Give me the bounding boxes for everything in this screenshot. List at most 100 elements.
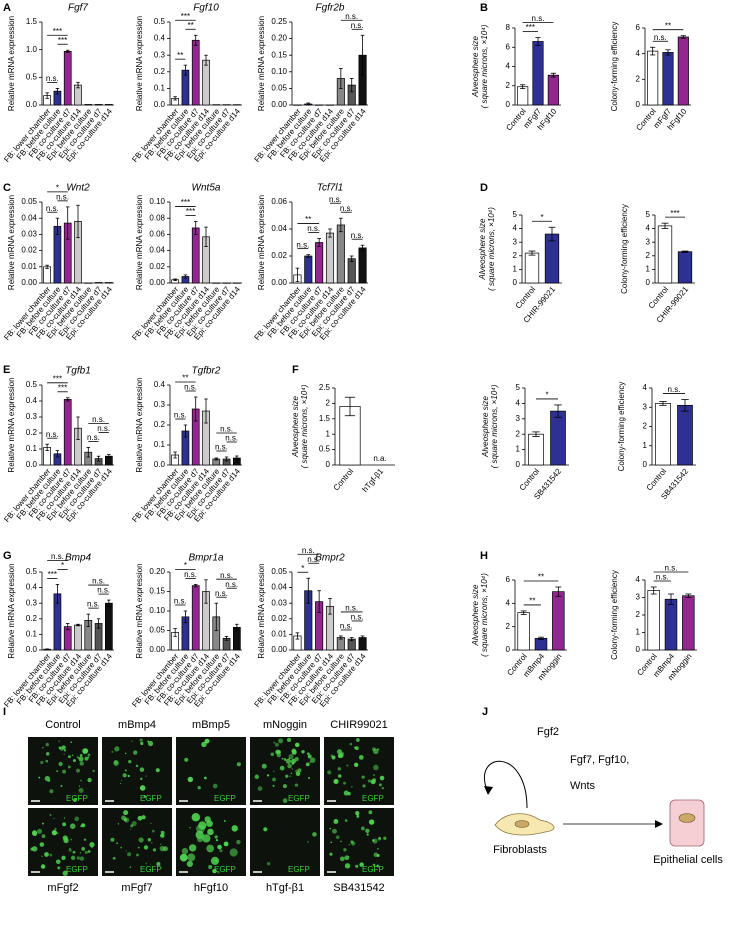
annotation: n.s. bbox=[174, 411, 187, 420]
y-tick-label: 2 bbox=[636, 74, 641, 83]
error-bar bbox=[173, 278, 177, 281]
y-tick-label: 0.1 bbox=[26, 630, 38, 639]
y-tick-label: 2 bbox=[643, 422, 648, 431]
error-bar bbox=[295, 632, 300, 640]
alveosphere bbox=[140, 741, 144, 746]
error-bar bbox=[65, 623, 70, 631]
alveosphere bbox=[121, 779, 123, 781]
alveosphere bbox=[276, 752, 282, 758]
alveosphere bbox=[155, 768, 160, 773]
alveosphere bbox=[30, 847, 34, 851]
y-tick-label: 0.04 bbox=[149, 246, 165, 255]
alveosphere bbox=[150, 822, 152, 824]
alveosphere bbox=[373, 764, 379, 771]
alveosphere bbox=[288, 757, 291, 760]
y-tick-label: 0.2 bbox=[154, 67, 166, 76]
alveosphere bbox=[49, 853, 53, 857]
alveosphere bbox=[329, 827, 332, 830]
error-bar bbox=[45, 92, 49, 99]
alveosphere bbox=[31, 846, 38, 852]
y-tick-label: 0 bbox=[636, 645, 641, 654]
error-bar bbox=[317, 238, 321, 247]
y-tick-label: 0.04 bbox=[271, 583, 287, 592]
alveosphere bbox=[62, 822, 67, 827]
alveosphere bbox=[289, 775, 291, 777]
alveosphere bbox=[358, 755, 364, 760]
error-bar bbox=[349, 78, 354, 93]
alveosphere bbox=[372, 863, 376, 867]
alveosphere bbox=[69, 823, 76, 829]
y-tick-label: 0.5 bbox=[26, 380, 38, 389]
error-bar bbox=[360, 34, 365, 76]
alveosphere bbox=[92, 769, 95, 773]
alveosphere bbox=[124, 769, 127, 772]
alveosphere bbox=[333, 819, 339, 824]
y-axis-label: Relative mRNA expression bbox=[135, 563, 144, 658]
error-bar bbox=[76, 204, 80, 239]
annotation: n.s. bbox=[307, 224, 320, 233]
alveosphere bbox=[58, 761, 63, 767]
alveosphere bbox=[138, 837, 144, 843]
alveosphere bbox=[161, 830, 165, 835]
y-tick-label: 3 bbox=[513, 237, 518, 246]
bar bbox=[662, 52, 674, 106]
y-axis-label: Relative mRNA expression bbox=[257, 195, 266, 290]
y-tick-label: 6 bbox=[506, 42, 511, 51]
alveosphere bbox=[45, 742, 49, 747]
panel-letter: F bbox=[292, 364, 299, 376]
alveosphere bbox=[379, 775, 385, 781]
alveosphere bbox=[139, 785, 146, 791]
y-tick-label: 2.5 bbox=[319, 383, 331, 392]
panel-letter: H bbox=[480, 550, 488, 562]
alveosphere bbox=[72, 850, 76, 854]
alveosphere bbox=[333, 778, 339, 785]
alveosphere bbox=[71, 754, 74, 757]
alveosphere bbox=[110, 837, 115, 842]
annotation: ** bbox=[538, 573, 544, 582]
alveosphere bbox=[84, 850, 88, 854]
y-tick-label: 4 bbox=[646, 224, 651, 233]
error-bar bbox=[55, 88, 60, 95]
error-bar bbox=[204, 54, 208, 66]
alveosphere bbox=[372, 839, 375, 842]
image-label: SB431542 bbox=[333, 882, 384, 894]
y-axis-label: Alveosphere size bbox=[471, 584, 480, 646]
error-bar bbox=[306, 577, 311, 604]
alveosphere bbox=[312, 832, 317, 837]
y-tick-label: 1.5 bbox=[26, 17, 38, 26]
alveosphere bbox=[73, 759, 76, 762]
error-bar bbox=[535, 37, 541, 46]
y-tick-label: 0.4 bbox=[154, 380, 166, 389]
bar bbox=[105, 602, 113, 651]
error-bar bbox=[107, 599, 111, 607]
y-tick-label: 0.08 bbox=[149, 213, 165, 222]
y-tick-label: 0.00 bbox=[271, 100, 287, 109]
panel-letter: C bbox=[3, 182, 11, 194]
bar bbox=[191, 39, 200, 106]
alveosphere bbox=[283, 758, 287, 761]
alveosphere bbox=[346, 764, 349, 767]
y-tick-label: 0.5 bbox=[26, 72, 38, 81]
alveosphere bbox=[56, 770, 59, 772]
y-tick-label: 3 bbox=[516, 414, 521, 423]
alveosphere bbox=[67, 755, 71, 759]
alveosphere bbox=[76, 768, 80, 773]
annotation: n.s. bbox=[665, 564, 678, 573]
alveosphere bbox=[79, 761, 84, 766]
alveosphere bbox=[139, 738, 143, 742]
y-axis-label: Colony-forming efficiency bbox=[617, 382, 626, 472]
y-tick-label: 1 bbox=[643, 441, 648, 450]
y-tick-label: 0.1 bbox=[154, 84, 166, 93]
micrograph bbox=[250, 737, 320, 805]
y-tick-label: 5 bbox=[646, 210, 651, 219]
alveosphere bbox=[307, 841, 309, 843]
annotation: n.s. bbox=[184, 570, 197, 579]
y-tick-label: 4 bbox=[636, 575, 641, 584]
alveosphere bbox=[70, 741, 73, 744]
alveosphere bbox=[361, 775, 365, 779]
y-tick-label: 0.15 bbox=[149, 587, 165, 596]
alveosphere bbox=[365, 828, 370, 834]
y-tick-label: 0.5 bbox=[26, 567, 38, 576]
annotation: n.s. bbox=[351, 231, 364, 240]
bar bbox=[532, 41, 544, 106]
